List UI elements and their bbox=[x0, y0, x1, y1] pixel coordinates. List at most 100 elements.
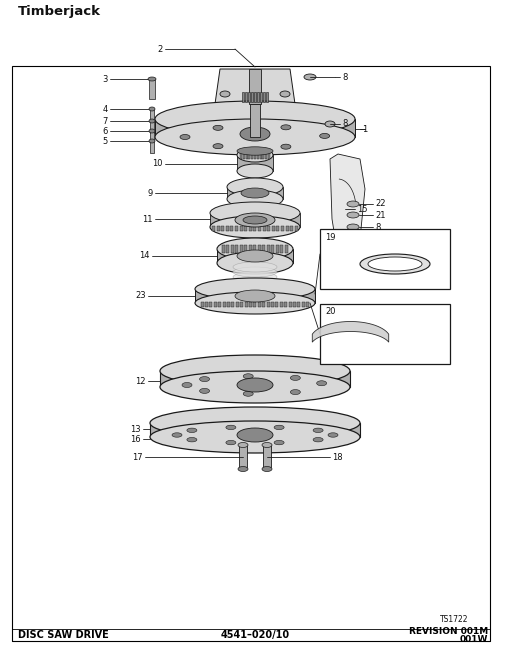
Bar bbox=[279, 302, 282, 307]
Ellipse shape bbox=[233, 262, 276, 272]
Ellipse shape bbox=[238, 467, 247, 471]
Bar bbox=[285, 226, 288, 231]
Bar bbox=[235, 245, 238, 253]
Polygon shape bbox=[237, 155, 272, 171]
Bar bbox=[262, 151, 264, 159]
Bar bbox=[319, 304, 449, 364]
Bar bbox=[245, 151, 247, 159]
Polygon shape bbox=[210, 213, 299, 227]
Bar bbox=[293, 302, 296, 307]
Bar bbox=[267, 226, 270, 231]
Text: 16: 16 bbox=[130, 434, 140, 444]
Ellipse shape bbox=[155, 119, 354, 155]
Ellipse shape bbox=[313, 428, 323, 432]
Ellipse shape bbox=[233, 272, 276, 282]
Text: 5: 5 bbox=[102, 136, 108, 146]
Ellipse shape bbox=[290, 389, 300, 395]
Bar bbox=[244, 245, 247, 253]
Ellipse shape bbox=[227, 178, 282, 196]
Text: 18: 18 bbox=[331, 453, 342, 461]
Ellipse shape bbox=[273, 425, 284, 430]
Ellipse shape bbox=[324, 121, 334, 127]
Ellipse shape bbox=[367, 257, 421, 271]
Bar bbox=[227, 302, 230, 307]
Bar bbox=[244, 92, 246, 102]
Ellipse shape bbox=[199, 376, 209, 382]
Bar bbox=[263, 445, 270, 467]
Ellipse shape bbox=[186, 428, 196, 432]
Bar bbox=[253, 302, 256, 307]
Polygon shape bbox=[215, 69, 294, 104]
Bar bbox=[258, 226, 261, 231]
Bar bbox=[248, 69, 261, 104]
Bar bbox=[205, 302, 208, 307]
Bar bbox=[244, 226, 247, 231]
Ellipse shape bbox=[346, 224, 358, 230]
Bar bbox=[239, 445, 246, 467]
Ellipse shape bbox=[219, 91, 230, 97]
Polygon shape bbox=[155, 119, 354, 137]
Ellipse shape bbox=[241, 188, 268, 198]
Bar bbox=[248, 245, 251, 253]
Text: 20: 20 bbox=[324, 308, 335, 316]
Bar bbox=[248, 151, 250, 159]
Bar bbox=[150, 141, 154, 153]
Bar bbox=[267, 151, 269, 159]
Ellipse shape bbox=[155, 101, 354, 137]
Ellipse shape bbox=[346, 201, 358, 207]
Text: 4541–020/10: 4541–020/10 bbox=[220, 630, 289, 640]
Ellipse shape bbox=[216, 238, 293, 260]
Bar bbox=[242, 92, 243, 102]
Ellipse shape bbox=[160, 355, 349, 387]
Bar bbox=[284, 302, 287, 307]
Ellipse shape bbox=[225, 425, 236, 430]
Ellipse shape bbox=[186, 438, 196, 442]
Text: 8: 8 bbox=[374, 223, 380, 231]
Ellipse shape bbox=[225, 440, 236, 445]
Bar bbox=[231, 245, 234, 253]
Bar bbox=[319, 229, 449, 289]
Ellipse shape bbox=[233, 267, 276, 277]
Bar bbox=[225, 226, 229, 231]
Bar bbox=[301, 302, 304, 307]
Text: Timberjack: Timberjack bbox=[18, 5, 101, 18]
Text: 23: 23 bbox=[135, 291, 146, 301]
Bar bbox=[265, 151, 267, 159]
Polygon shape bbox=[194, 289, 315, 303]
Bar bbox=[280, 245, 283, 253]
Bar bbox=[239, 226, 242, 231]
Text: DISC SAW DRIVE: DISC SAW DRIVE bbox=[18, 630, 108, 640]
Bar bbox=[201, 302, 203, 307]
Text: 19: 19 bbox=[324, 233, 335, 241]
Ellipse shape bbox=[290, 376, 300, 380]
Bar bbox=[294, 226, 297, 231]
Bar bbox=[242, 151, 244, 159]
Ellipse shape bbox=[194, 278, 315, 300]
Text: 21: 21 bbox=[374, 210, 385, 219]
Ellipse shape bbox=[346, 212, 358, 218]
Text: 11: 11 bbox=[142, 214, 153, 223]
Ellipse shape bbox=[150, 421, 359, 453]
Text: REVISION 001M: REVISION 001M bbox=[408, 627, 487, 637]
Ellipse shape bbox=[149, 119, 155, 123]
Ellipse shape bbox=[233, 292, 276, 302]
Ellipse shape bbox=[233, 282, 276, 292]
Bar bbox=[236, 302, 238, 307]
Text: 1: 1 bbox=[361, 125, 366, 134]
Text: 13: 13 bbox=[130, 424, 140, 434]
Ellipse shape bbox=[160, 371, 349, 403]
Ellipse shape bbox=[233, 287, 276, 297]
Bar bbox=[150, 131, 154, 141]
Text: 7: 7 bbox=[102, 117, 108, 125]
Ellipse shape bbox=[280, 125, 290, 130]
Bar bbox=[240, 302, 243, 307]
Bar bbox=[275, 302, 278, 307]
Polygon shape bbox=[227, 187, 282, 199]
Bar bbox=[271, 245, 274, 253]
Ellipse shape bbox=[210, 216, 299, 238]
Text: 3: 3 bbox=[102, 74, 108, 84]
Bar bbox=[280, 226, 284, 231]
Ellipse shape bbox=[237, 164, 272, 178]
Bar bbox=[275, 245, 278, 253]
Ellipse shape bbox=[279, 91, 290, 97]
